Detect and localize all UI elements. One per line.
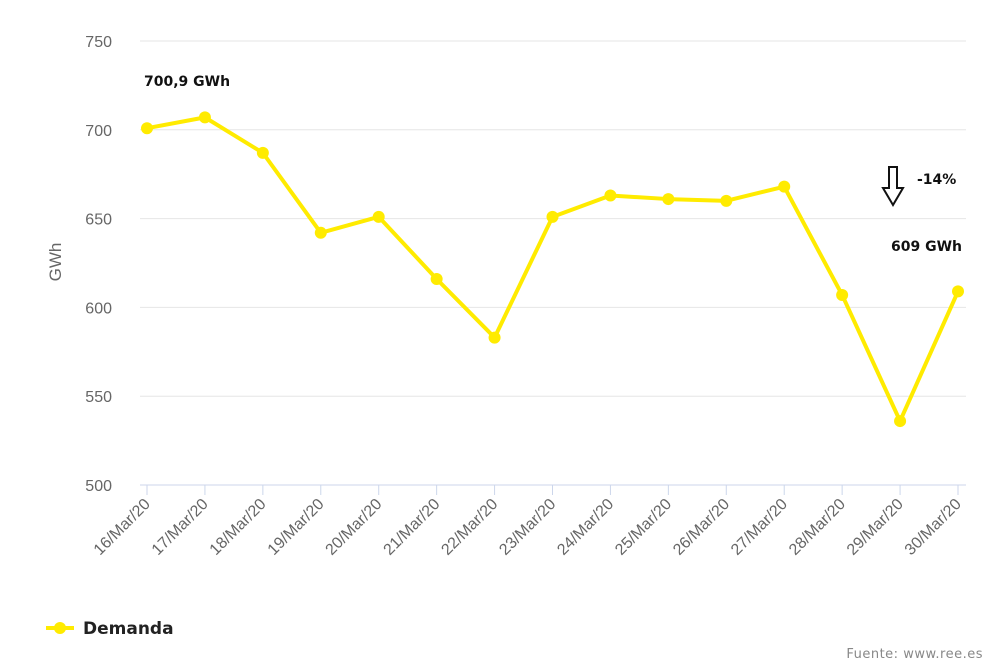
x-tick-label: 27/Mar/20 [728, 496, 791, 559]
last-value-annotation: 609 GWh [891, 239, 962, 255]
x-tick-label: 21/Mar/20 [381, 496, 444, 559]
legend-marker-symbol [54, 622, 66, 634]
data-point[interactable] [546, 210, 559, 223]
data-point[interactable] [720, 194, 733, 207]
y-tick-label: 500 [85, 478, 112, 495]
x-tick-label: 16/Mar/20 [91, 496, 154, 559]
change-annotation: -14% [917, 172, 956, 188]
data-point[interactable] [952, 285, 964, 298]
data-point[interactable] [141, 122, 153, 135]
series-demanda [141, 111, 964, 428]
y-tick-label: 700 [85, 123, 112, 140]
x-tick-label: 22/Mar/20 [438, 496, 501, 559]
data-point[interactable] [488, 331, 501, 344]
data-point[interactable] [662, 193, 675, 206]
x-tick-label: 26/Mar/20 [670, 496, 733, 559]
data-point[interactable] [604, 189, 617, 202]
x-tick-label: 19/Mar/20 [265, 496, 328, 559]
x-tick-label: 25/Mar/20 [612, 496, 675, 559]
x-tick-label: 18/Mar/20 [207, 496, 270, 559]
x-tick-label: 28/Mar/20 [786, 496, 849, 559]
data-point[interactable] [778, 180, 791, 193]
data-point[interactable] [372, 210, 385, 223]
y-tick-label: 650 [85, 212, 112, 229]
x-tick-label: 30/Mar/20 [902, 496, 965, 559]
x-tick-label: 23/Mar/20 [496, 496, 559, 559]
legend-item-demanda[interactable]: Demanda [46, 619, 174, 639]
x-axis: 16/Mar/2017/Mar/2018/Mar/2019/Mar/2020/M… [91, 484, 966, 559]
source-credit[interactable]: Fuente: www.ree.es [846, 647, 983, 662]
data-point[interactable] [894, 415, 907, 428]
data-point[interactable] [256, 146, 269, 159]
data-point[interactable] [836, 288, 849, 301]
y-tick-label: 550 [85, 389, 112, 406]
first-value-annotation: 700,9 GWh [144, 74, 230, 90]
data-point[interactable] [430, 272, 443, 285]
data-point[interactable] [314, 226, 327, 239]
x-tick-label: 24/Mar/20 [554, 496, 617, 559]
x-tick-label: 20/Mar/20 [323, 496, 386, 559]
x-tick-label: 29/Mar/20 [844, 496, 907, 559]
y-axis-ticks: 500 550 600 650 700 750 [85, 34, 112, 495]
y-tick-label: 750 [85, 34, 112, 51]
x-tick-label: 17/Mar/20 [149, 496, 212, 559]
series-line [145, 115, 960, 424]
data-point[interactable] [198, 111, 211, 124]
legend-label: Demanda [83, 619, 174, 639]
y-tick-label: 600 [85, 300, 112, 317]
y-axis-label: GWh [46, 243, 65, 282]
down-arrow-icon [881, 166, 905, 207]
